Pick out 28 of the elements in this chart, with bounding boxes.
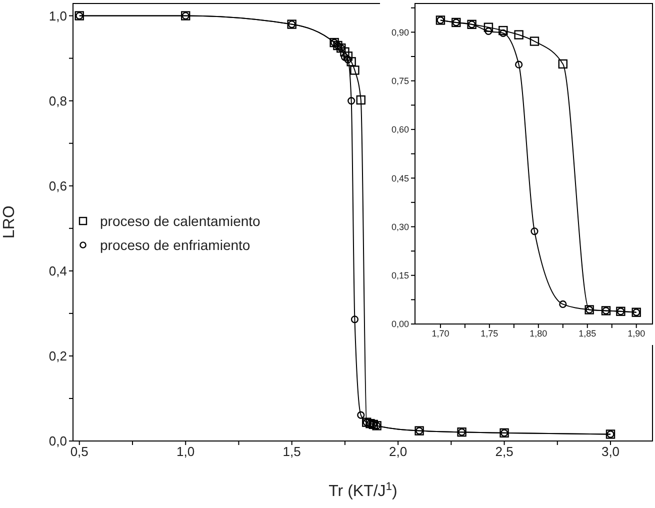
x-tick-label: 2,0: [389, 444, 408, 460]
x-tick-label: 1,70: [432, 328, 450, 338]
x-tick-label: 1,85: [578, 328, 596, 338]
y-tick-label: 0,15: [391, 270, 409, 281]
y-tick-label: 0,6: [48, 178, 67, 194]
x-tick-label: 0,5: [70, 444, 88, 460]
y-tick-label: 0,90: [391, 27, 409, 38]
legend-label: proceso de enfriamiento: [100, 236, 250, 253]
x-tick-label: 1,75: [480, 328, 498, 338]
y-tick-label: 1,0: [48, 8, 67, 24]
y-tick-label: 0,45: [391, 173, 409, 184]
y-tick-label: 0,8: [48, 93, 67, 108]
x-axis-title: Tr (KT/J$^{1}$): [328, 481, 398, 500]
y-tick-label: 0,0: [48, 434, 67, 449]
y-tick-label: 0,30: [391, 222, 409, 232]
x-tick-label: 1,0: [176, 444, 195, 460]
y-tick-label: 0,2: [48, 348, 67, 364]
y-tick-label: 0,75: [391, 76, 409, 86]
x-tick-label: 1,80: [530, 328, 548, 338]
x-tick-label: 2,5: [495, 444, 514, 460]
x-tick-label: 1,90: [628, 328, 646, 338]
x-tick-label: 3,0: [601, 444, 620, 460]
y-axis-title: LRO: [1, 206, 18, 238]
y-tick-label: 0,4: [48, 264, 67, 279]
y-tick-label: 0,60: [391, 124, 409, 135]
x-tick-label: 1,5: [282, 444, 301, 460]
legend-label: proceso de calentamiento: [100, 212, 260, 229]
y-tick-label: 0,00: [391, 319, 409, 330]
